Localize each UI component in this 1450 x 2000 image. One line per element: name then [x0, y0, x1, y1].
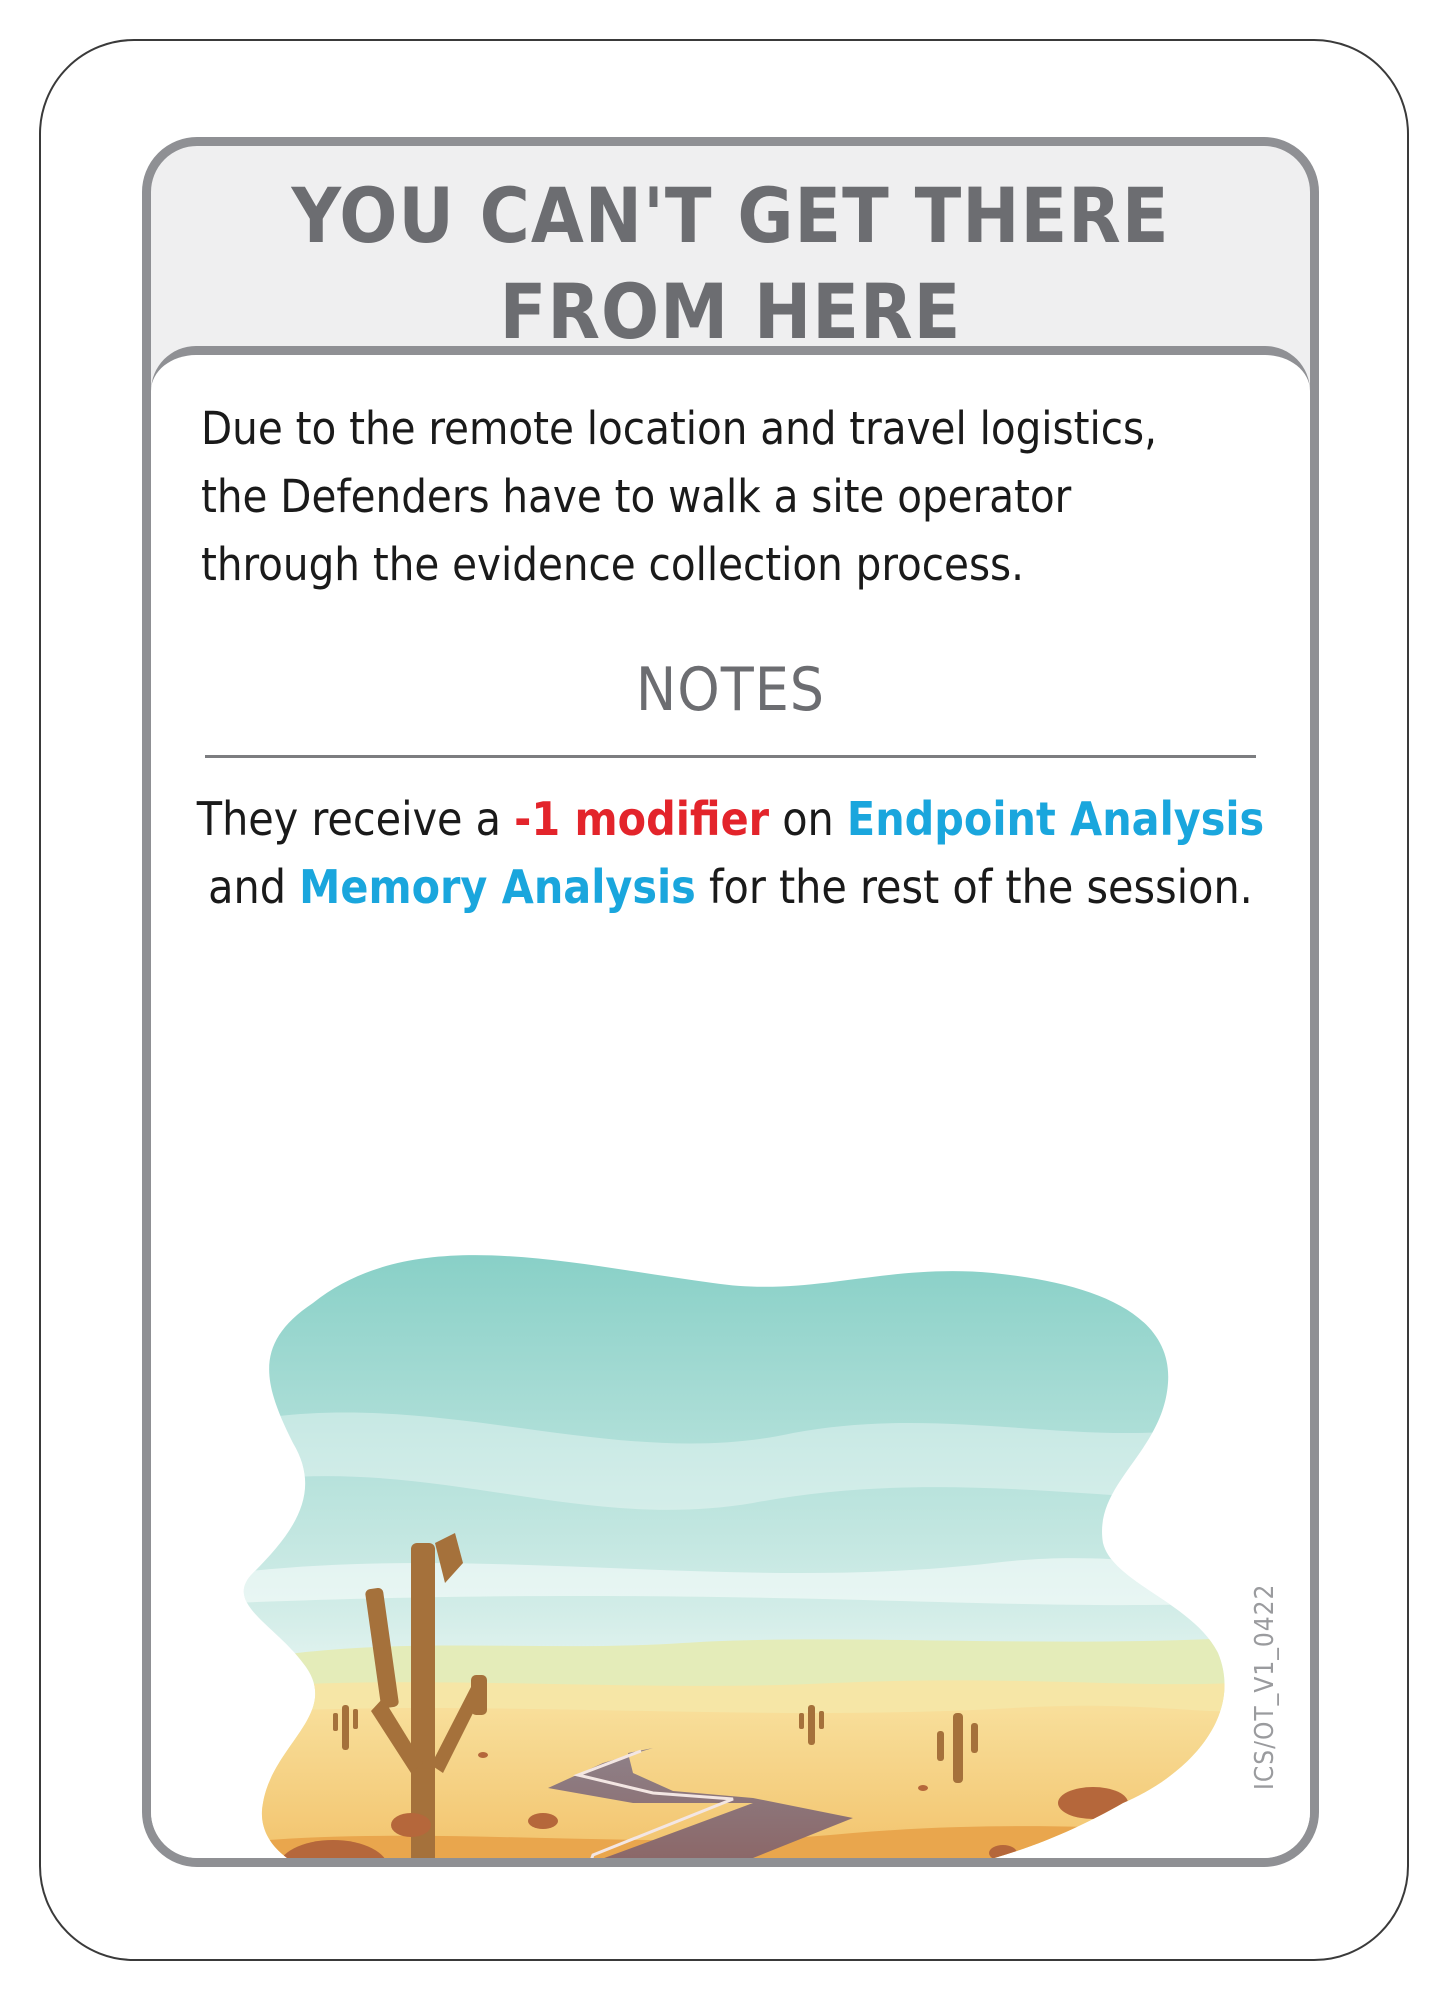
description-line: through the evidence collection process. — [201, 538, 1024, 591]
modifier-value: -1 modifier — [514, 792, 770, 846]
scene-group — [243, 1255, 1225, 1858]
notes-heading: NOTES — [635, 655, 826, 725]
card-frame: You Can't Get There From Here Due to the… — [142, 137, 1319, 1867]
haze-band — [243, 1558, 1225, 1606]
notes-text-part: and — [208, 860, 300, 914]
notes-text-part: on — [769, 792, 847, 846]
skill-memory-analysis: Memory Analysis — [299, 860, 696, 914]
road-line — [572, 1749, 734, 1858]
card-title: You Can't Get There From Here — [151, 168, 1310, 360]
notes-text-part: They receive a — [196, 792, 515, 846]
notes-text: They receive a -1 modifier on Endpoint A… — [181, 785, 1280, 921]
notes-text-part: for the rest of the session. — [695, 860, 1253, 914]
foreground-sand — [243, 1826, 1225, 1858]
notes-divider — [205, 755, 1256, 758]
description-line: the Defenders have to walk a site operat… — [201, 470, 1072, 523]
card-code: ICS/OT_V1_0422 — [1250, 1583, 1280, 1790]
skill-endpoint-analysis: Endpoint Analysis — [846, 792, 1265, 846]
card-body: Due to the remote location and travel lo… — [151, 346, 1310, 1858]
notes-line-2: and Memory Analysis for the rest of the … — [181, 853, 1280, 921]
haze-band — [243, 1412, 1225, 1510]
card-title-line-1: You Can't Get There — [291, 171, 1170, 260]
card-description: Due to the remote location and travel lo… — [201, 395, 1230, 599]
notes-line-1: They receive a -1 modifier on Endpoint A… — [181, 785, 1280, 853]
desert-road-illustration — [243, 1255, 1225, 1858]
description-line: Due to the remote location and travel lo… — [201, 402, 1157, 455]
cactus-small — [333, 1705, 978, 1783]
card-title-line-2: From Here — [499, 267, 962, 356]
cactus-large — [365, 1533, 487, 1858]
road — [508, 1748, 993, 1858]
